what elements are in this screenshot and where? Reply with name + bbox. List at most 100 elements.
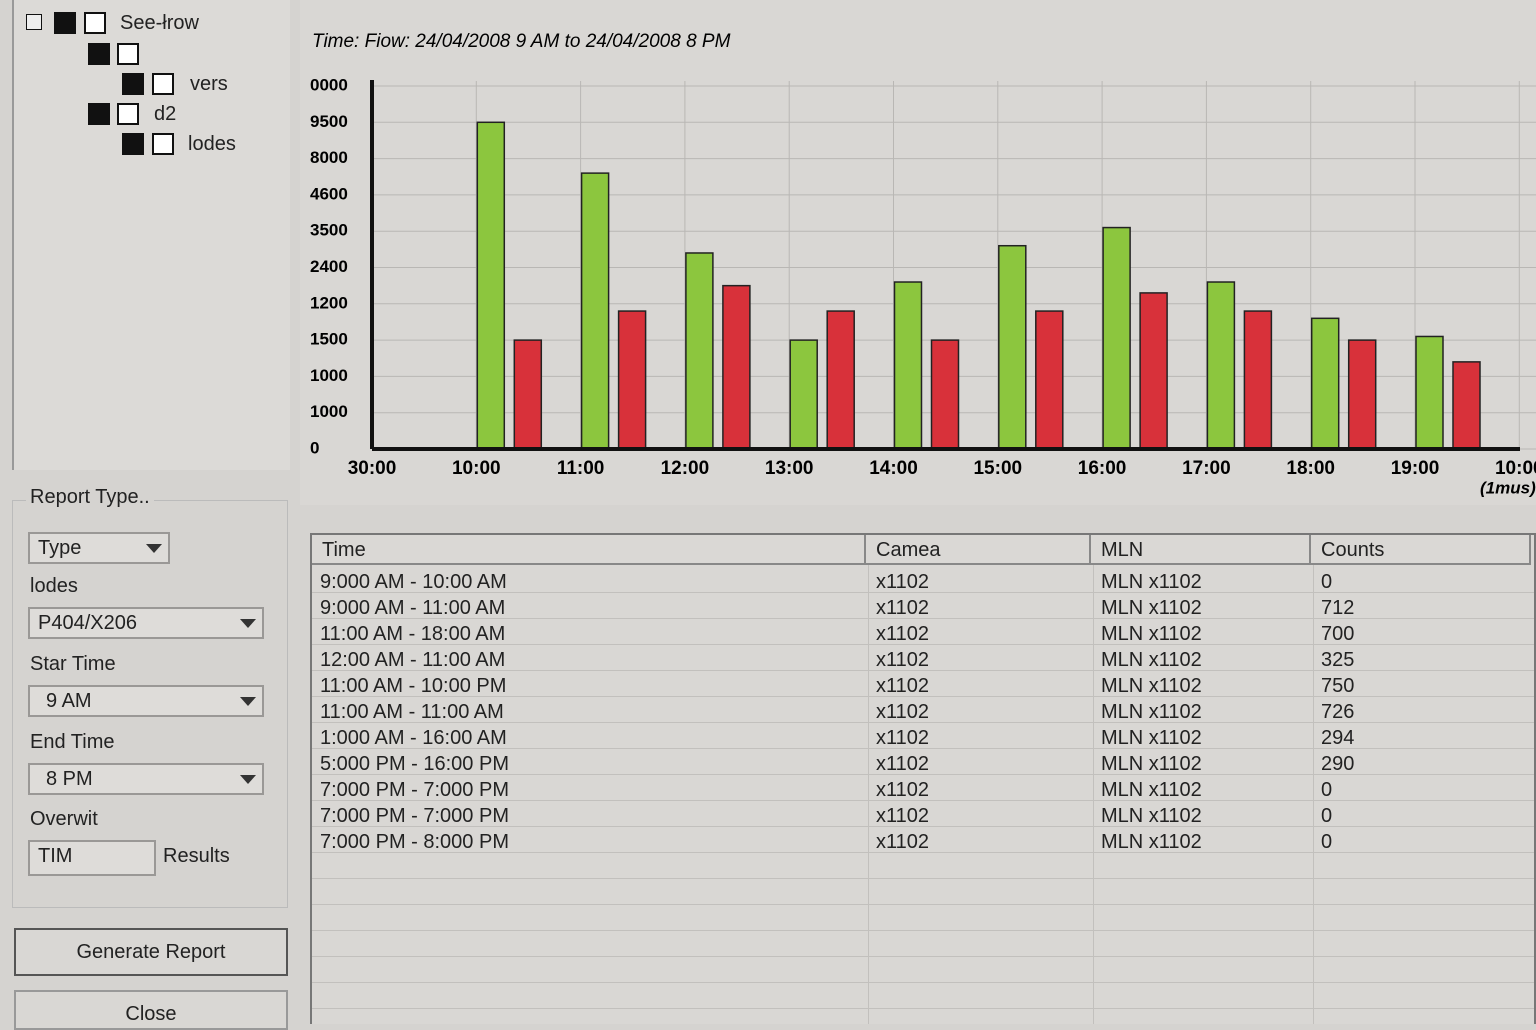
row-line (312, 748, 1534, 749)
results-table: Time Camea MLN Counts 9:000 AM - 10:00 AM x11… (310, 533, 1536, 1024)
table-cell: x1102 (876, 571, 930, 593)
table-cell: x1102 (876, 675, 930, 697)
column-line (1313, 565, 1314, 1024)
table-cell: MLN x1102 (1101, 675, 1202, 697)
bar (789, 339, 818, 450)
table-cell: MLN x1102 (1101, 597, 1202, 619)
table-cell: 7:000 PM - 7:000 PM (320, 805, 509, 827)
table-cell: x1102 (876, 805, 930, 827)
chart: Time: Fiow: 24/04/2008 9 AM to 24/04/200… (310, 31, 1536, 497)
column-header[interactable]: Counts (1311, 535, 1531, 565)
bar (826, 310, 855, 450)
table-cell: x1102 (876, 649, 930, 671)
table-cell: 7:000 PM - 8:000 PM (320, 831, 509, 853)
row-line (312, 826, 1534, 827)
table-cell: 9:000 AM - 10:00 AM (320, 571, 507, 593)
row-line (312, 1008, 1534, 1009)
table-cell: 0 (1321, 779, 1333, 801)
tree-icon (54, 12, 76, 34)
row-line (312, 722, 1534, 723)
table-cell: 726 (1321, 701, 1355, 723)
tree-icon (117, 43, 139, 65)
y-tick-label: 9500 (310, 112, 348, 131)
bar (685, 252, 714, 450)
field-label: End Time (30, 731, 115, 753)
x-tick-label: 14:00 (869, 458, 918, 479)
bar (1243, 310, 1273, 450)
row-line (312, 904, 1534, 905)
table-cell: 1:000 AM - 16:00 AM (320, 727, 507, 749)
row-line (312, 774, 1534, 775)
tree-item[interactable]: vers (190, 73, 228, 95)
bar (1102, 226, 1131, 450)
bar (1452, 361, 1481, 450)
y-tick-label: 0000 (310, 75, 348, 94)
tree-item[interactable]: See-łrow (120, 12, 199, 34)
column-line (1093, 565, 1094, 1024)
row-line (312, 670, 1534, 671)
type-dropdown[interactable]: Type (28, 532, 170, 564)
bar (1035, 310, 1064, 450)
row-line (312, 930, 1534, 931)
generate-button[interactable]: Generate Report (14, 928, 288, 976)
close-button[interactable]: Close (14, 990, 288, 1030)
column-header[interactable]: MLN (1091, 535, 1311, 565)
bar (513, 339, 543, 450)
bar (476, 121, 506, 450)
table-cell: MLN x1102 (1101, 649, 1202, 671)
y-tick-label: 8000 (310, 148, 348, 167)
tree-icon (88, 43, 110, 65)
dropdown-arrow (240, 697, 256, 706)
tree-icon (88, 103, 110, 125)
y-tick-label: 0 (310, 438, 319, 457)
row-line (312, 956, 1534, 957)
start-dropdown[interactable]: 9 AM (28, 685, 264, 717)
table-cell: x1102 (876, 727, 930, 749)
nodes-dropdown[interactable]: P404/X206 (28, 607, 264, 639)
y-tick-label: 1000 (310, 402, 348, 421)
y-tick-label: 3500 (310, 221, 348, 240)
overwrite-input[interactable]: TIM (28, 840, 156, 876)
row-line (312, 592, 1534, 593)
table-cell: 0 (1321, 571, 1333, 593)
bar (1415, 335, 1444, 450)
column-header[interactable]: Camea (866, 535, 1091, 565)
table-cell: MLN x1102 (1101, 779, 1202, 801)
table-cell: 5:000 PM - 16:00 PM (320, 753, 509, 775)
y-tick-label: 1000 (310, 366, 348, 385)
bar (930, 339, 960, 450)
x-tick-label: 30:00 (348, 458, 397, 479)
y-tick-label: 1500 (310, 330, 348, 349)
table-cell: x1102 (876, 831, 930, 853)
bar (1206, 281, 1236, 450)
row-line (312, 644, 1534, 645)
dropdown-value: 9 AM (46, 690, 92, 712)
field-label: Star Time (30, 653, 116, 675)
x-axis-label: (1mus) (1480, 478, 1536, 497)
dropdown-arrow (240, 619, 256, 628)
x-tick-label: 12:00 (661, 458, 710, 479)
column-header[interactable]: Time (312, 535, 866, 565)
table-cell: 325 (1321, 649, 1355, 671)
x-tick-label: 18:00 (1286, 458, 1335, 479)
field-label: lodes (30, 575, 78, 597)
table-cell: MLN x1102 (1101, 701, 1202, 723)
tree-item[interactable]: d2 (154, 103, 177, 125)
end-dropdown[interactable]: 8 PM (28, 763, 264, 795)
table-cell: 11:00 AM - 11:00 AM (320, 701, 504, 723)
table-cell: 294 (1321, 727, 1355, 749)
tree-item[interactable]: lodes (188, 133, 236, 155)
x-tick-label: 10:00 (1495, 458, 1536, 479)
bar (998, 244, 1027, 450)
chart-title: Time: Fiow: 24/04/2008 9 AM to 24/04/200… (312, 31, 731, 52)
dropdown-arrow (240, 775, 256, 784)
tree-icon (84, 12, 106, 34)
table-cell: x1102 (876, 623, 930, 645)
tree-toggle[interactable] (26, 14, 42, 30)
table-cell: MLN x1102 (1101, 805, 1202, 827)
bar (893, 281, 923, 450)
row-line (312, 696, 1534, 697)
x-tick-label: 16:00 (1078, 458, 1127, 479)
table-cell: MLN x1102 (1101, 571, 1202, 593)
table-cell: 750 (1321, 675, 1355, 697)
